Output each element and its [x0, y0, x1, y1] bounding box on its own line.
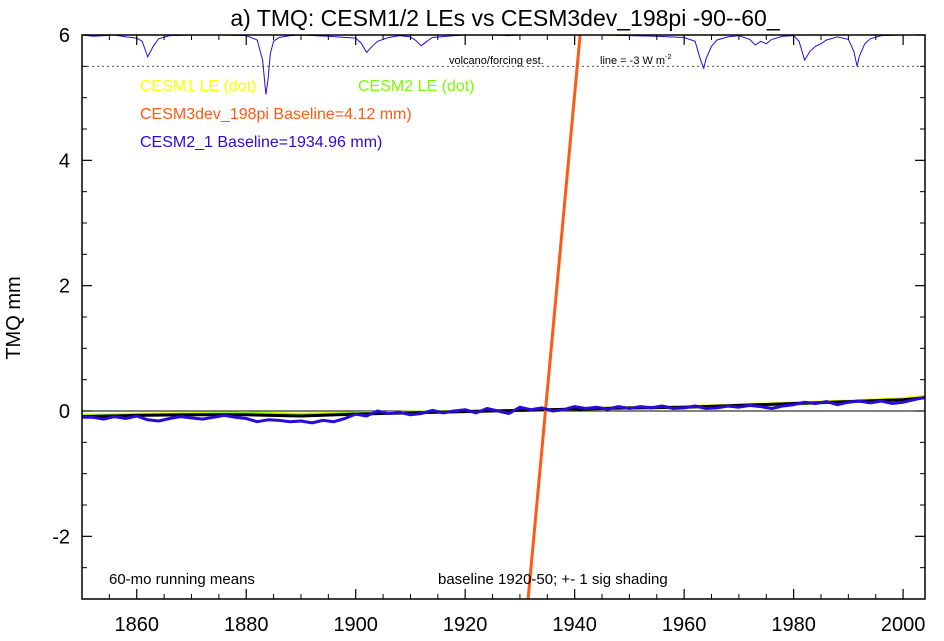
series-lines: [82, 35, 925, 599]
x-tick-label: 1880: [224, 614, 269, 636]
volcano-annotation: volcano/forcing est.: [449, 55, 544, 67]
y-axis-label: TMQ mm: [3, 276, 25, 359]
x-tick-label: 1960: [662, 614, 707, 636]
chart-title: a) TMQ: CESM1/2 LEs vs CESM3dev_198pi -9…: [230, 5, 780, 31]
y-tick-label: 4: [59, 150, 70, 172]
legend-cesm2-1: CESM2_1 Baseline=1934.96 mm): [140, 134, 382, 151]
x-tick-label: 2000: [881, 614, 926, 636]
line-equation-text: line = -3 W m: [600, 55, 665, 67]
legend-cesm2: CESM2 LE (dot): [358, 78, 474, 95]
line-equation-annotation: line = -3 W m-2: [600, 54, 671, 67]
running-means-note: 60-mo running means: [109, 571, 255, 588]
baseline-note: baseline 1920-50; +- 1 sig shading: [438, 571, 668, 588]
series-line-cesm3dev-198pi: [526, 35, 582, 599]
y-tick-label: 0: [59, 401, 70, 423]
x-tick-label: 1940: [552, 614, 597, 636]
series-line-cesm2-1: [82, 395, 925, 425]
x-tick-label: 1860: [114, 614, 159, 636]
x-tick-label: 1900: [333, 614, 378, 636]
legend-cesm1: CESM1 LE (dot): [140, 78, 256, 95]
y-tick-label: -2: [52, 526, 70, 548]
line-equation-superscript: -2: [665, 54, 671, 61]
y-tick-label: 2: [59, 276, 70, 298]
axis-ticks: 1860 1880 1900 1920 1940 1960 1980 2000 -2 0 2 4 6: [52, 25, 925, 636]
x-tick-label: 1980: [771, 614, 816, 636]
y-tick-label: 6: [59, 25, 70, 47]
legend-cesm3dev: CESM3dev_198pi Baseline=4.12 mm): [140, 106, 412, 123]
x-tick-label: 1920: [443, 614, 488, 636]
